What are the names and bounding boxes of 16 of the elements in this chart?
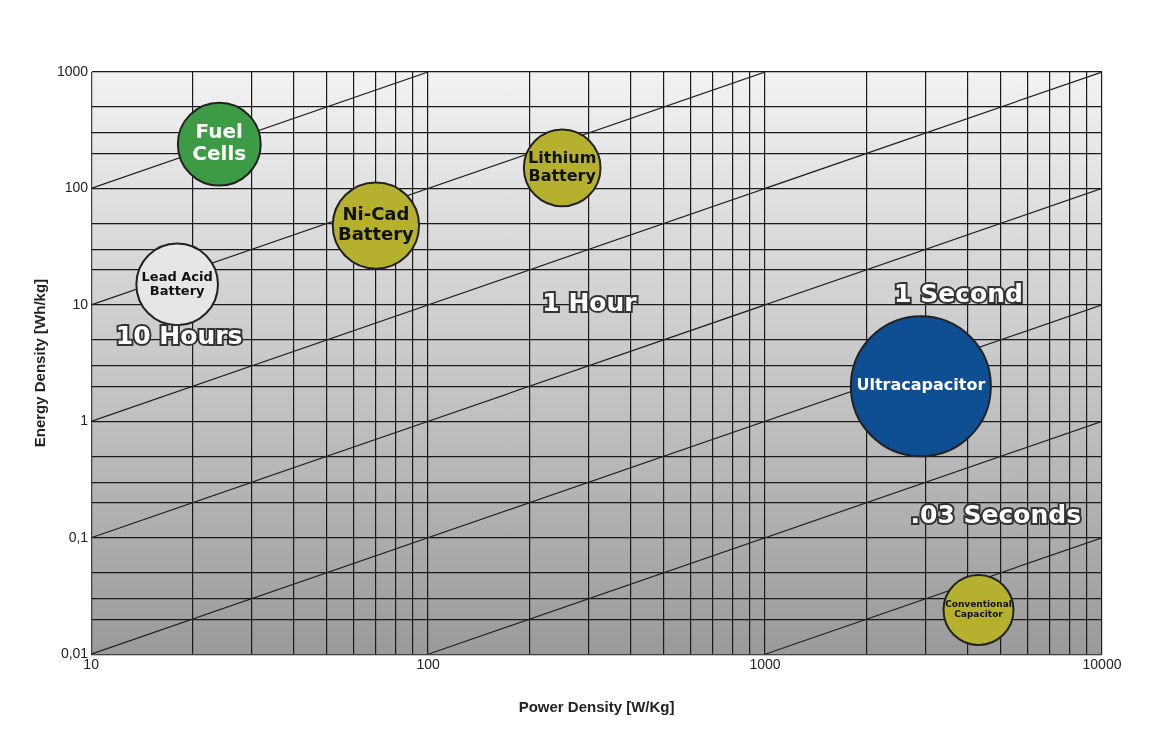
- x-tick-label: 1000: [749, 656, 781, 673]
- series-label: Ni-Cad Battery: [337, 203, 415, 245]
- y-tick-label: 1: [80, 412, 89, 429]
- x-tick-label: 100: [416, 656, 440, 673]
- x-tick-label: 10000: [1082, 656, 1122, 673]
- y-tick-label: 100: [64, 179, 89, 196]
- y-tick-label: 1000: [56, 62, 89, 79]
- y-axis-title: Energy Density [Wh/kg]: [31, 278, 49, 448]
- x-axis-title: Power Density [W/Kg]: [518, 698, 675, 716]
- series-label: Conventional Capacitor: [945, 599, 1012, 620]
- series-label: Ultracapacitor: [856, 375, 986, 395]
- y-tick-label: 0,1: [68, 528, 89, 545]
- series-label: Fuel Cells: [192, 119, 247, 166]
- y-tick-label: 10: [72, 295, 89, 312]
- series-label: Lead Acid Battery: [141, 268, 213, 298]
- series-label: Lithium Battery: [528, 148, 597, 185]
